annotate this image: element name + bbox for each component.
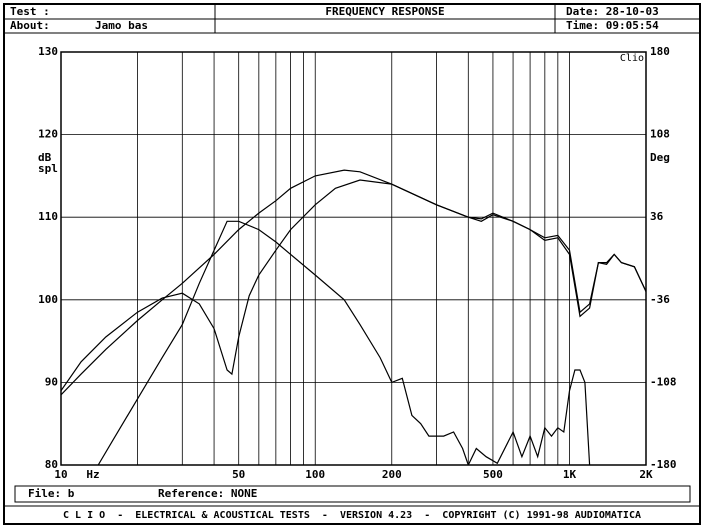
- y2-tick-label: -36: [650, 293, 670, 306]
- plot-area: [60, 51, 647, 466]
- response-curve: [97, 220, 591, 465]
- about: Jamo bas: [95, 19, 148, 32]
- y2-tick-label: -108: [650, 375, 677, 388]
- plot: 10 50 100 200 500 1K 2K Hz 80 90 100 110 120 130 -180 -…: [38, 45, 677, 481]
- response-curve: [61, 179, 646, 392]
- credits: C L I O - ELECTRICAL & ACOUSTICAL TESTS …: [63, 510, 641, 521]
- test-label: Test :: [10, 5, 50, 18]
- y2-tick-label: 180: [650, 45, 670, 58]
- x-tick-label: 200: [382, 468, 402, 481]
- response-curve: [61, 169, 646, 396]
- y-label: spl: [38, 162, 58, 175]
- x-tick-label: 2K: [639, 468, 653, 481]
- corner-label: Clio: [620, 53, 644, 64]
- y-tick-label: 110: [38, 210, 58, 223]
- x-tick-label: 10: [54, 468, 67, 481]
- y-tick-label: 130: [38, 45, 58, 58]
- x-tick-label: 500: [483, 468, 503, 481]
- y-tick-label: 120: [38, 128, 58, 141]
- x-tick-label: 100: [305, 468, 325, 481]
- y2-label: Deg: [650, 151, 670, 164]
- y2-tick-label: 108: [650, 128, 670, 141]
- y-label: dB: [38, 151, 52, 164]
- y-tick-label: 100: [38, 293, 58, 306]
- x-tick-label: 50: [232, 468, 245, 481]
- y-tick-label: 80: [45, 458, 58, 471]
- about-label: About:: [10, 19, 50, 32]
- frame: [3, 3, 701, 525]
- time: Time: 09:05:54: [566, 19, 659, 32]
- y2-tick-label: 36: [650, 210, 664, 223]
- y-tick-label: 90: [45, 375, 58, 388]
- file: File: b: [28, 487, 75, 500]
- title: FREQUENCY RESPONSE: [325, 5, 444, 18]
- y2-tick-label: -180: [650, 458, 677, 471]
- x-unit: Hz: [86, 468, 99, 481]
- reference: Reference: NONE: [158, 487, 257, 500]
- x-tick-label: 1K: [563, 468, 577, 481]
- date: Date: 28-10-03: [566, 5, 659, 18]
- file-box: [14, 485, 691, 503]
